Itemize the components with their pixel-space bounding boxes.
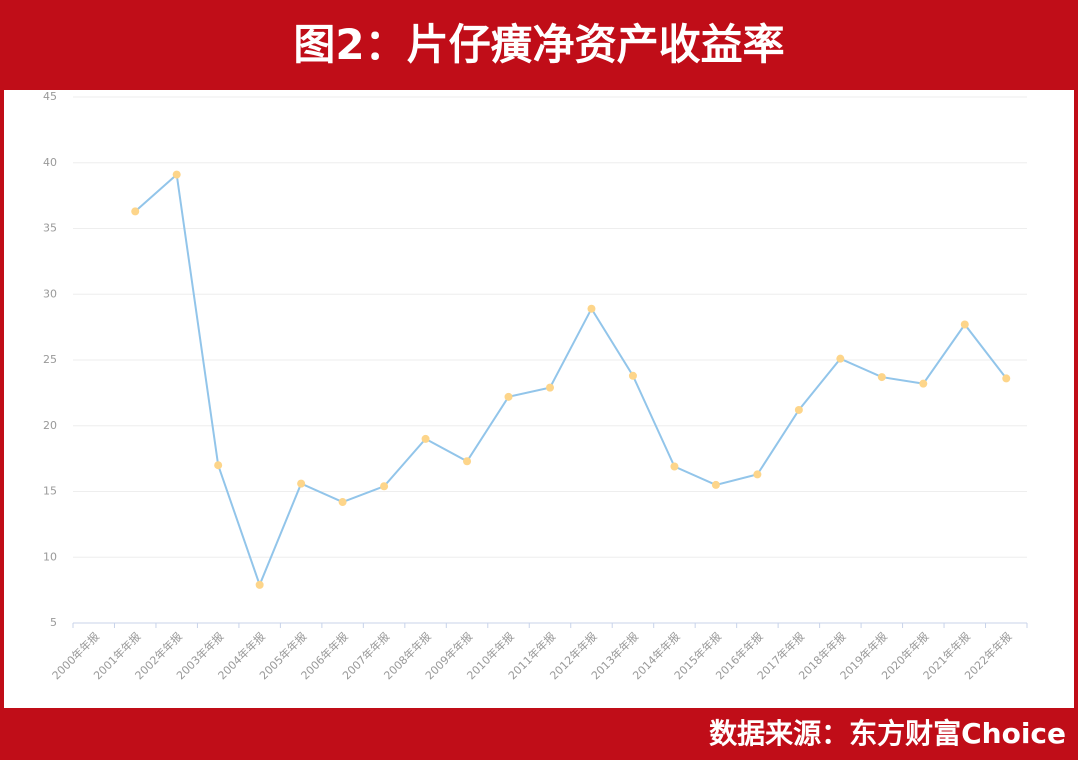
point — [546, 383, 554, 392]
point — [255, 580, 264, 589]
y-tick-label: 5 — [50, 616, 57, 629]
y-tick-label: 10 — [43, 550, 57, 563]
y-tick-label: 15 — [43, 485, 57, 498]
y-tick-label: 25 — [43, 353, 57, 366]
y-tick-label: 20 — [43, 419, 57, 432]
point — [380, 482, 389, 491]
point — [131, 207, 140, 216]
source-note: 数据来源：东方财富Choice — [709, 717, 1066, 750]
point — [463, 457, 472, 466]
point — [214, 461, 223, 470]
point — [794, 405, 803, 414]
point — [877, 373, 886, 382]
point — [711, 480, 720, 489]
point — [338, 498, 347, 507]
point — [836, 354, 845, 363]
point — [960, 320, 969, 329]
chart: 510152025303540452000年年报2001年年报2002年年报20… — [43, 90, 1028, 682]
point — [1002, 374, 1011, 383]
point — [670, 462, 679, 471]
point — [504, 392, 513, 401]
chart-title: 图2：片仔癀净资产收益率 — [293, 20, 785, 69]
point — [172, 170, 181, 179]
y-tick-label: 45 — [43, 90, 57, 103]
point — [919, 379, 928, 388]
line — [134, 172, 1008, 588]
y-tick-label: 30 — [43, 287, 57, 300]
y-tick-label: 40 — [43, 156, 57, 169]
point — [753, 470, 762, 479]
point — [421, 434, 430, 443]
point — [628, 371, 637, 380]
plot-area — [4, 90, 1074, 708]
y-tick-label: 35 — [43, 222, 57, 235]
point — [587, 304, 596, 313]
point — [297, 479, 306, 488]
